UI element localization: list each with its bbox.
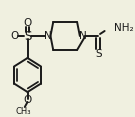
Text: S: S xyxy=(95,49,102,59)
Text: N: N xyxy=(44,31,52,41)
Text: O: O xyxy=(23,18,32,28)
Text: S: S xyxy=(24,29,31,42)
Text: O: O xyxy=(23,95,32,105)
Text: O: O xyxy=(11,31,19,41)
Text: N: N xyxy=(79,31,87,41)
Text: CH₃: CH₃ xyxy=(15,106,31,115)
Text: NH₂: NH₂ xyxy=(114,23,133,33)
